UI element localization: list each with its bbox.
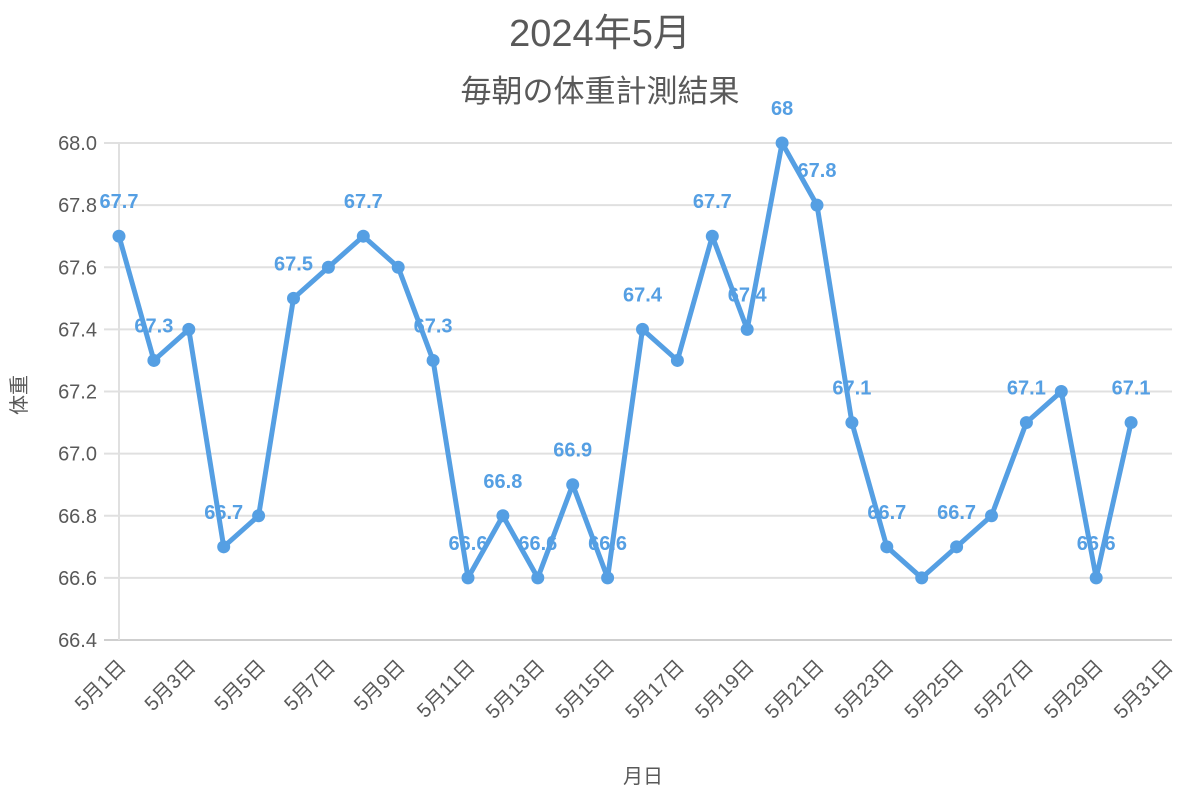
x-tick-label: 5月17日 [621,656,688,723]
data-point-marker [601,571,615,585]
data-point-marker [845,416,859,430]
data-point-marker [496,509,510,523]
y-tick-label: 66.8 [58,506,97,528]
data-point-marker [1124,416,1138,430]
data-point-marker [880,540,894,554]
x-tick-label: 5月9日 [350,656,410,716]
data-label: 67.8 [798,160,837,182]
data-label: 66.7 [867,502,906,524]
data-label: 66.8 [483,471,522,493]
data-point-marker [217,540,231,554]
data-point-marker [636,322,649,336]
x-tick-label: 5月11日 [413,656,479,722]
x-tick-label: 5月15日 [552,656,619,723]
data-label: 67.4 [728,284,768,306]
y-tick-label: 66.4 [58,630,97,652]
data-label: 67.7 [344,191,383,213]
y-axis: 66.4 66.6 66.8 67.0 67.2 67.4 67.6 67.8 68.0 [58,133,97,652]
x-axis-title: 月日 [623,766,663,788]
data-point-marker [950,540,964,554]
y-tick-label: 66.6 [58,568,97,590]
data-point-marker [531,571,545,585]
data-label: 67.5 [274,253,313,275]
x-axis: 5月1日 5月3日 5月5日 5月7日 5月9日 5月11日 5月13日 5月15日 5月17日… [71,656,1178,723]
data-point-marker [391,260,405,274]
data-point-marker [566,478,580,492]
data-point-marker [810,198,824,212]
weight-line [116,140,1134,581]
data-point-marker [182,322,196,336]
y-tick-label: 67.0 [58,444,97,466]
data-label: 67.1 [1112,378,1151,400]
data-label: 67.3 [134,315,173,337]
data-label: 66.6 [518,533,557,555]
data-label: 66.6 [449,533,488,555]
data-label: 66.6 [588,533,627,555]
data-point-marker [1019,416,1033,430]
data-point-marker [321,260,335,274]
y-tick-label: 67.4 [58,319,97,341]
data-label: 66.7 [204,502,243,524]
x-tick-label: 5月1日 [71,656,131,716]
data-label: 68 [771,98,793,120]
data-point-marker [252,509,266,523]
data-point-marker [461,571,475,585]
data-point-marker [985,509,998,523]
data-point-marker [915,571,929,585]
data-point-marker [356,229,370,243]
data-labels: 67.7 67.3 66.7 67.5 67.7 67.3 66.6 66.8 66.6 66.9… [100,98,1151,555]
data-label: 66.7 [937,502,976,524]
data-label: 67.7 [693,191,732,213]
x-tick-label: 5月31日 [1110,656,1177,723]
x-tick-label: 5月25日 [901,656,968,723]
data-label: 67.3 [414,315,453,337]
data-label: 67.1 [832,378,871,400]
series-line [112,136,1138,585]
data-point-marker [287,291,300,305]
data-point-marker [705,229,719,243]
y-axis-title: 体重 [8,375,31,415]
data-point-marker [670,353,684,367]
data-point-marker [112,229,126,243]
gridlines [104,142,1172,641]
y-tick-label: 68.0 [58,133,97,155]
data-point-marker [775,136,789,150]
chart-subtitle: 毎朝の体重計測結果 [460,74,740,109]
y-tick-label: 67.8 [58,195,97,217]
x-tick-label: 5月7日 [280,656,340,716]
x-tick-label: 5月29日 [1040,656,1107,723]
data-point-marker [147,353,161,367]
data-label: 67.4 [623,284,663,306]
x-tick-label: 5月5日 [211,656,271,716]
data-point-marker [1054,385,1068,398]
x-tick-label: 5月21日 [761,656,828,723]
x-tick-label: 5月3日 [141,656,201,716]
data-point-marker [426,353,440,367]
x-tick-label: 5月27日 [970,656,1037,723]
data-label: 67.7 [100,191,139,213]
data-label: 66.9 [553,440,592,462]
y-tick-label: 67.6 [58,257,97,279]
y-tick-label: 67.2 [58,382,97,404]
x-tick-label: 5月23日 [831,656,898,723]
chart-title: 2024年5月 [509,13,691,55]
data-label: 67.1 [1007,378,1046,400]
data-point-marker [740,322,754,336]
data-point-marker [1089,571,1103,585]
x-tick-label: 5月19日 [691,656,758,723]
x-tick-label: 5月13日 [482,656,549,723]
data-label: 66.6 [1077,533,1116,555]
